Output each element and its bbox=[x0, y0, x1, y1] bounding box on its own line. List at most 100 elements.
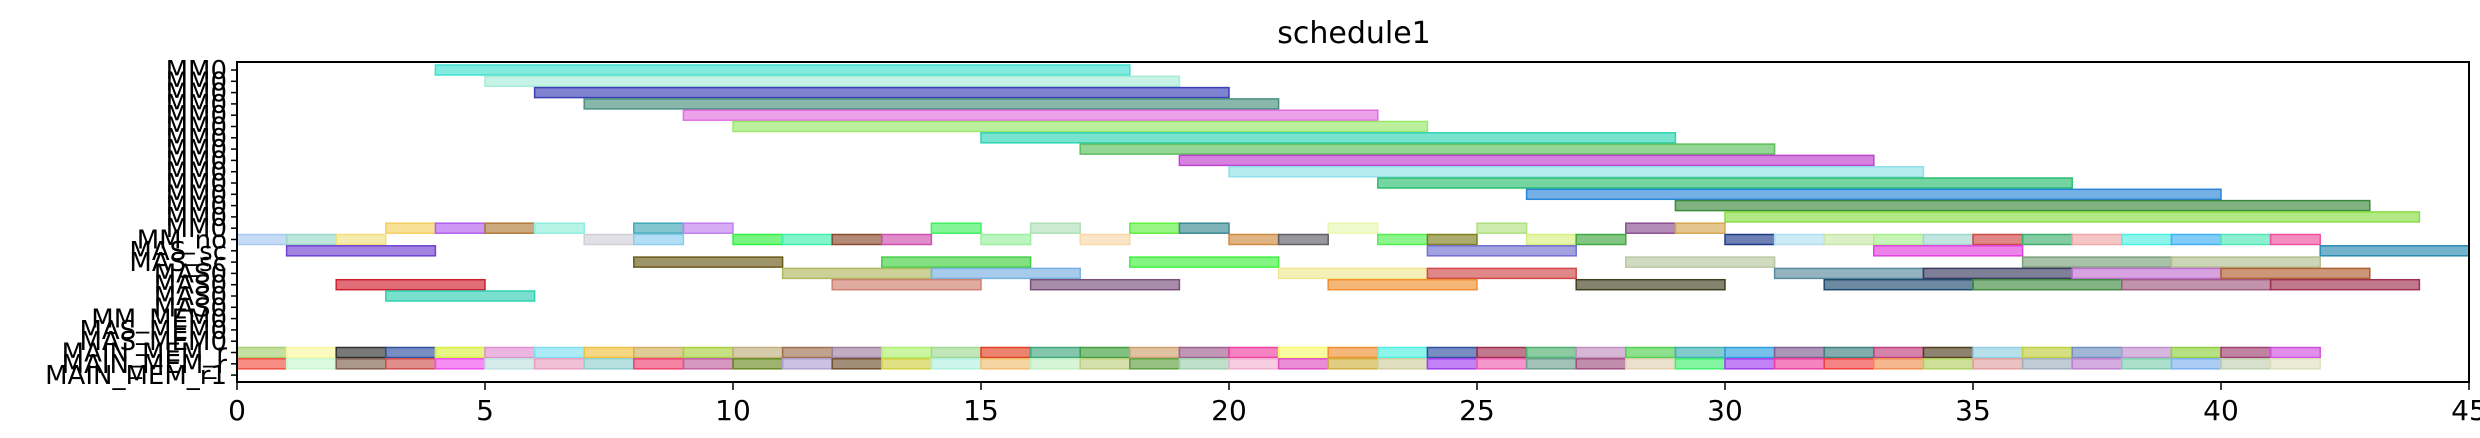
task-bar bbox=[1575, 346, 1627, 359]
task-bar bbox=[484, 75, 1181, 88]
task-bar bbox=[2220, 233, 2272, 246]
task-bar bbox=[1922, 233, 1974, 246]
task-bar bbox=[1922, 267, 2073, 280]
task-bar bbox=[1625, 222, 1677, 234]
task-bar bbox=[1674, 346, 1726, 359]
task-bar bbox=[1327, 278, 1478, 291]
task-bar bbox=[1525, 358, 1577, 370]
x-tick-label: 20 bbox=[1211, 394, 1247, 427]
task-bar bbox=[1773, 346, 1825, 359]
task-bar bbox=[2021, 358, 2073, 370]
task-bar bbox=[1476, 346, 1528, 359]
task-bar bbox=[236, 233, 288, 246]
task-bar bbox=[2170, 233, 2222, 246]
task-bar bbox=[1426, 233, 1478, 246]
task-bar bbox=[1277, 358, 1329, 370]
task-bar bbox=[385, 358, 437, 370]
task-bar bbox=[1773, 358, 1825, 370]
y-tick-label: MM0 bbox=[166, 124, 227, 154]
task-bar bbox=[781, 358, 833, 370]
y-tick-label: MAIN_MEM_r bbox=[62, 350, 228, 380]
task-bar bbox=[236, 346, 288, 359]
task-bar bbox=[1029, 346, 1081, 359]
task-bar bbox=[1377, 346, 1429, 359]
task-bar bbox=[2071, 358, 2123, 370]
y-tick-label: MM0 bbox=[166, 113, 227, 143]
task-bar bbox=[633, 256, 784, 268]
task-bar bbox=[1823, 233, 1875, 246]
task-bar bbox=[1079, 346, 1131, 359]
task-bar bbox=[335, 233, 387, 246]
task-bar bbox=[1277, 233, 1329, 246]
task-bar bbox=[1625, 256, 1776, 268]
task-bar bbox=[930, 358, 982, 370]
task-bar bbox=[1178, 358, 1230, 370]
task-bar bbox=[1823, 346, 1875, 359]
task-bar bbox=[1029, 358, 1081, 370]
task-bar bbox=[1476, 222, 1528, 234]
task-bar bbox=[980, 358, 1032, 370]
task-bar bbox=[831, 278, 982, 291]
task-bar bbox=[335, 278, 486, 291]
task-bar bbox=[2021, 346, 2073, 359]
task-bar bbox=[1823, 278, 1974, 291]
task-bar bbox=[1625, 358, 1677, 370]
task-bar bbox=[1873, 346, 1925, 359]
task-bar bbox=[1129, 256, 1280, 268]
task-bar bbox=[1972, 358, 2024, 370]
task-bar bbox=[881, 233, 933, 246]
task-bar bbox=[285, 358, 337, 370]
task-bar bbox=[1972, 233, 2024, 246]
task-bar bbox=[1972, 346, 2024, 359]
x-tick-label: 40 bbox=[2203, 394, 2239, 427]
task-bar bbox=[1178, 346, 1230, 359]
task-bar bbox=[831, 233, 883, 246]
task-bar bbox=[1525, 233, 1577, 246]
task-bar bbox=[781, 267, 933, 280]
x-tick-label: 35 bbox=[1955, 394, 1991, 427]
task-bar bbox=[2269, 358, 2321, 370]
task-bar bbox=[2220, 346, 2272, 359]
y-tick-label: MM0 bbox=[166, 169, 227, 199]
task-bar bbox=[732, 358, 784, 370]
task-bar bbox=[1922, 358, 1974, 370]
task-bar bbox=[2121, 233, 2173, 246]
task-bar bbox=[732, 233, 784, 246]
task-bar bbox=[484, 358, 536, 370]
task-bar bbox=[385, 222, 437, 234]
x-tick-label: 10 bbox=[715, 394, 751, 427]
task-bar bbox=[2121, 346, 2173, 359]
task-bar bbox=[434, 64, 1131, 76]
task-bar bbox=[682, 222, 734, 234]
task-bar bbox=[1724, 233, 1776, 246]
y-tick-label: MAS_MEM0 bbox=[79, 327, 227, 357]
task-bar bbox=[1426, 358, 1478, 370]
task-bar bbox=[583, 358, 635, 370]
task-bar bbox=[1327, 222, 1379, 234]
x-tick-label: 45 bbox=[2451, 394, 2480, 427]
task-bar bbox=[1922, 346, 1974, 359]
y-tick-label: MM0 bbox=[166, 90, 227, 120]
task-bar bbox=[1079, 358, 1131, 370]
y-tick-label: MAIN_MEM_r1 bbox=[45, 361, 227, 391]
task-bar bbox=[2269, 346, 2321, 359]
task-bar bbox=[533, 358, 585, 370]
y-axis-labels: MM0MM0MM0MM0MM0MM0MM0MM0MM0MM0MM0MM0MM0M… bbox=[45, 56, 237, 391]
y-tick-label: MAS_sc bbox=[129, 248, 227, 278]
task-bar bbox=[2071, 346, 2123, 359]
y-tick-label: MM0 bbox=[166, 135, 227, 165]
task-bar bbox=[1724, 211, 2421, 223]
task-bar bbox=[484, 222, 536, 234]
task-bar bbox=[1228, 358, 1280, 370]
y-tick-label: MM0 bbox=[166, 180, 227, 210]
x-tick-label: 5 bbox=[476, 394, 494, 427]
y-tick-label: MM0 bbox=[166, 79, 227, 109]
task-bar bbox=[1029, 222, 1081, 234]
task-bar bbox=[434, 346, 486, 359]
task-bar bbox=[1823, 358, 1875, 370]
task-bar bbox=[633, 358, 685, 370]
task-bar bbox=[682, 358, 734, 370]
task-bar bbox=[335, 346, 387, 359]
task-bar bbox=[980, 233, 1032, 246]
x-axis-ticks: 0 5 10 15 20 25 30 35 40 45 bbox=[228, 382, 2480, 427]
